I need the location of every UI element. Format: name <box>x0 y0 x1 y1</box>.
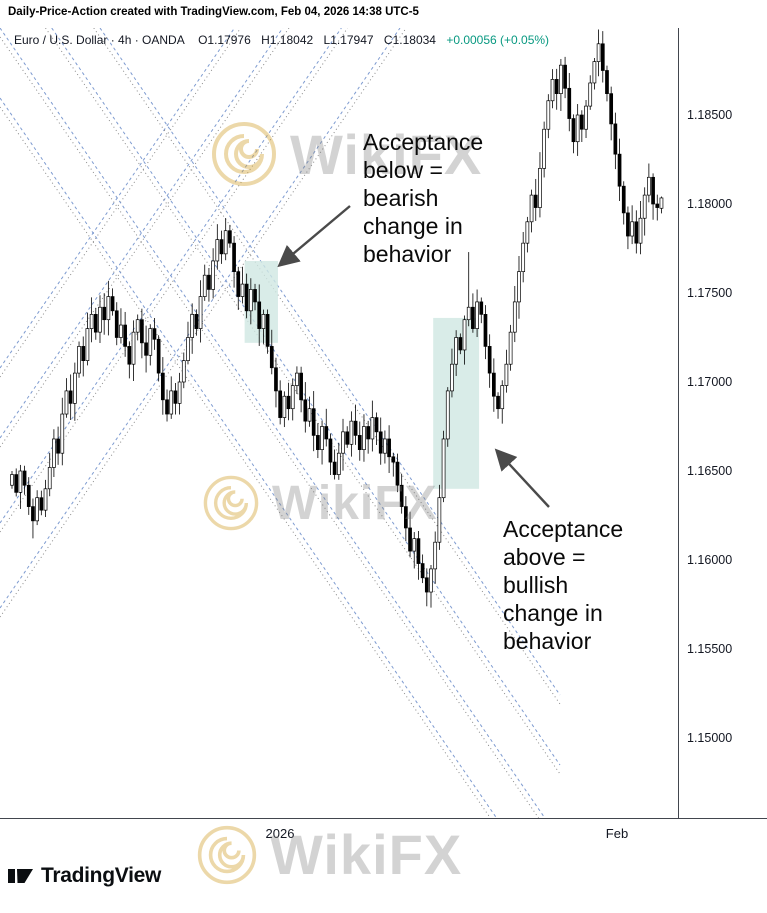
tradingview-mark-icon <box>8 869 33 883</box>
price-chart-svg <box>0 27 664 819</box>
ohlc-low: L1.17947 <box>323 33 374 47</box>
price-axis-label: 1.18000 <box>687 197 733 211</box>
price-axis-label: 1.15000 <box>687 731 733 745</box>
time-label-year: 2026 <box>265 826 295 841</box>
time-label-month: Feb <box>605 826 629 841</box>
symbol-info-bar: Euro / U.S. Dollar · 4h · OANDA O1.17976… <box>14 33 549 47</box>
price-axis[interactable]: 1.18500 1.18000 1.17500 1.17000 1.16500 1.160… <box>679 28 767 818</box>
ohlc-high: H1.18042 <box>261 33 314 47</box>
symbol-title: Euro / U.S. Dollar · 4h · OANDA <box>14 33 185 47</box>
candles-layer <box>10 29 664 608</box>
price-axis-label: 1.16500 <box>687 464 733 478</box>
time-axis-divider <box>0 818 767 819</box>
price-axis-label: 1.15500 <box>687 642 733 656</box>
export-header: Daily-Price-Action created with TradingV… <box>8 6 419 18</box>
annotation-bullish-text: Acceptance above = bullish change in beh… <box>503 516 624 655</box>
annotation-bearish-text: Acceptance below = bearish change in beh… <box>363 129 484 268</box>
bullish-arrow <box>494 448 550 508</box>
price-change: +0.00056 (+0.05%) <box>446 33 550 47</box>
ohlc-close: C1.18034 <box>383 33 436 47</box>
arrows-layer <box>277 205 550 508</box>
bearish-arrow <box>277 205 351 268</box>
price-axis-label: 1.16000 <box>687 553 733 567</box>
tradingview-logo[interactable]: TradingView <box>8 864 161 888</box>
price-axis-label: 1.17000 <box>687 375 733 389</box>
ohlc-open: O1.17976 <box>198 33 251 47</box>
tradingview-brand-text: TradingView <box>41 864 162 887</box>
price-axis-label: 1.18500 <box>687 108 733 122</box>
chart-area[interactable] <box>0 27 678 819</box>
price-axis-label: 1.17500 <box>687 286 733 300</box>
trendlines-layer <box>0 27 561 819</box>
price-axis-divider <box>678 28 679 818</box>
time-axis[interactable]: 2026 Feb <box>0 820 767 850</box>
